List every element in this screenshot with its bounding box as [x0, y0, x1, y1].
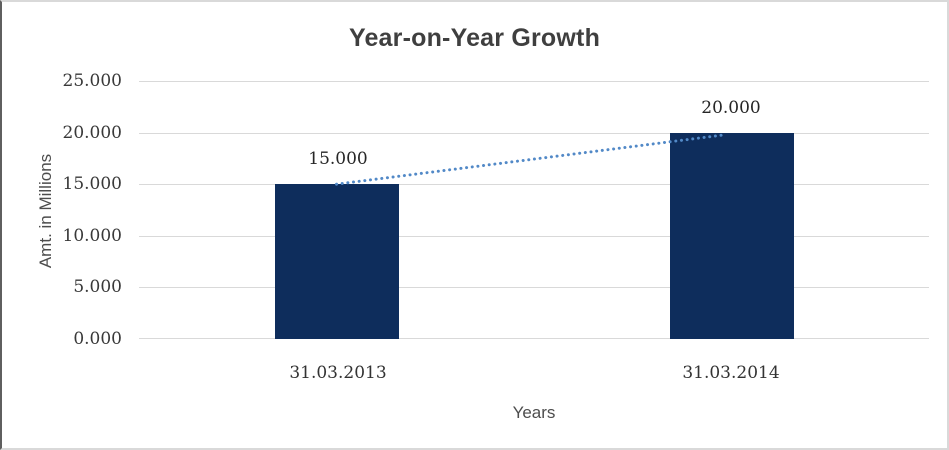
plot-area	[139, 81, 929, 339]
y-tick-label: 10.000	[62, 226, 122, 246]
gridline	[139, 236, 929, 237]
gridline	[139, 287, 929, 288]
gridline	[139, 338, 929, 339]
data-label-2013: 15.000	[308, 149, 368, 169]
trendline	[335, 133, 728, 186]
x-axis-title: Years	[512, 403, 556, 422]
y-tick-label: 0.000	[73, 329, 122, 349]
y-tick-label: 25.000	[62, 71, 122, 91]
bar-31.03.2013	[275, 184, 399, 339]
y-tick-label: 20.000	[62, 123, 122, 143]
y-tick-label: 15.000	[62, 174, 122, 194]
y-tick-label: 5.000	[73, 277, 122, 297]
data-label-2014: 20.000	[701, 98, 761, 118]
category-label-2014: 31.03.2014	[682, 363, 780, 383]
bar-31.03.2014	[670, 133, 794, 339]
chart-title: Year-on-Year Growth	[348, 24, 601, 52]
category-label-2013: 31.03.2013	[289, 363, 387, 383]
gridline	[139, 133, 929, 134]
y-axis-title: Amt. in Millions	[36, 153, 55, 269]
gridline	[139, 184, 929, 185]
gridline	[139, 81, 929, 82]
